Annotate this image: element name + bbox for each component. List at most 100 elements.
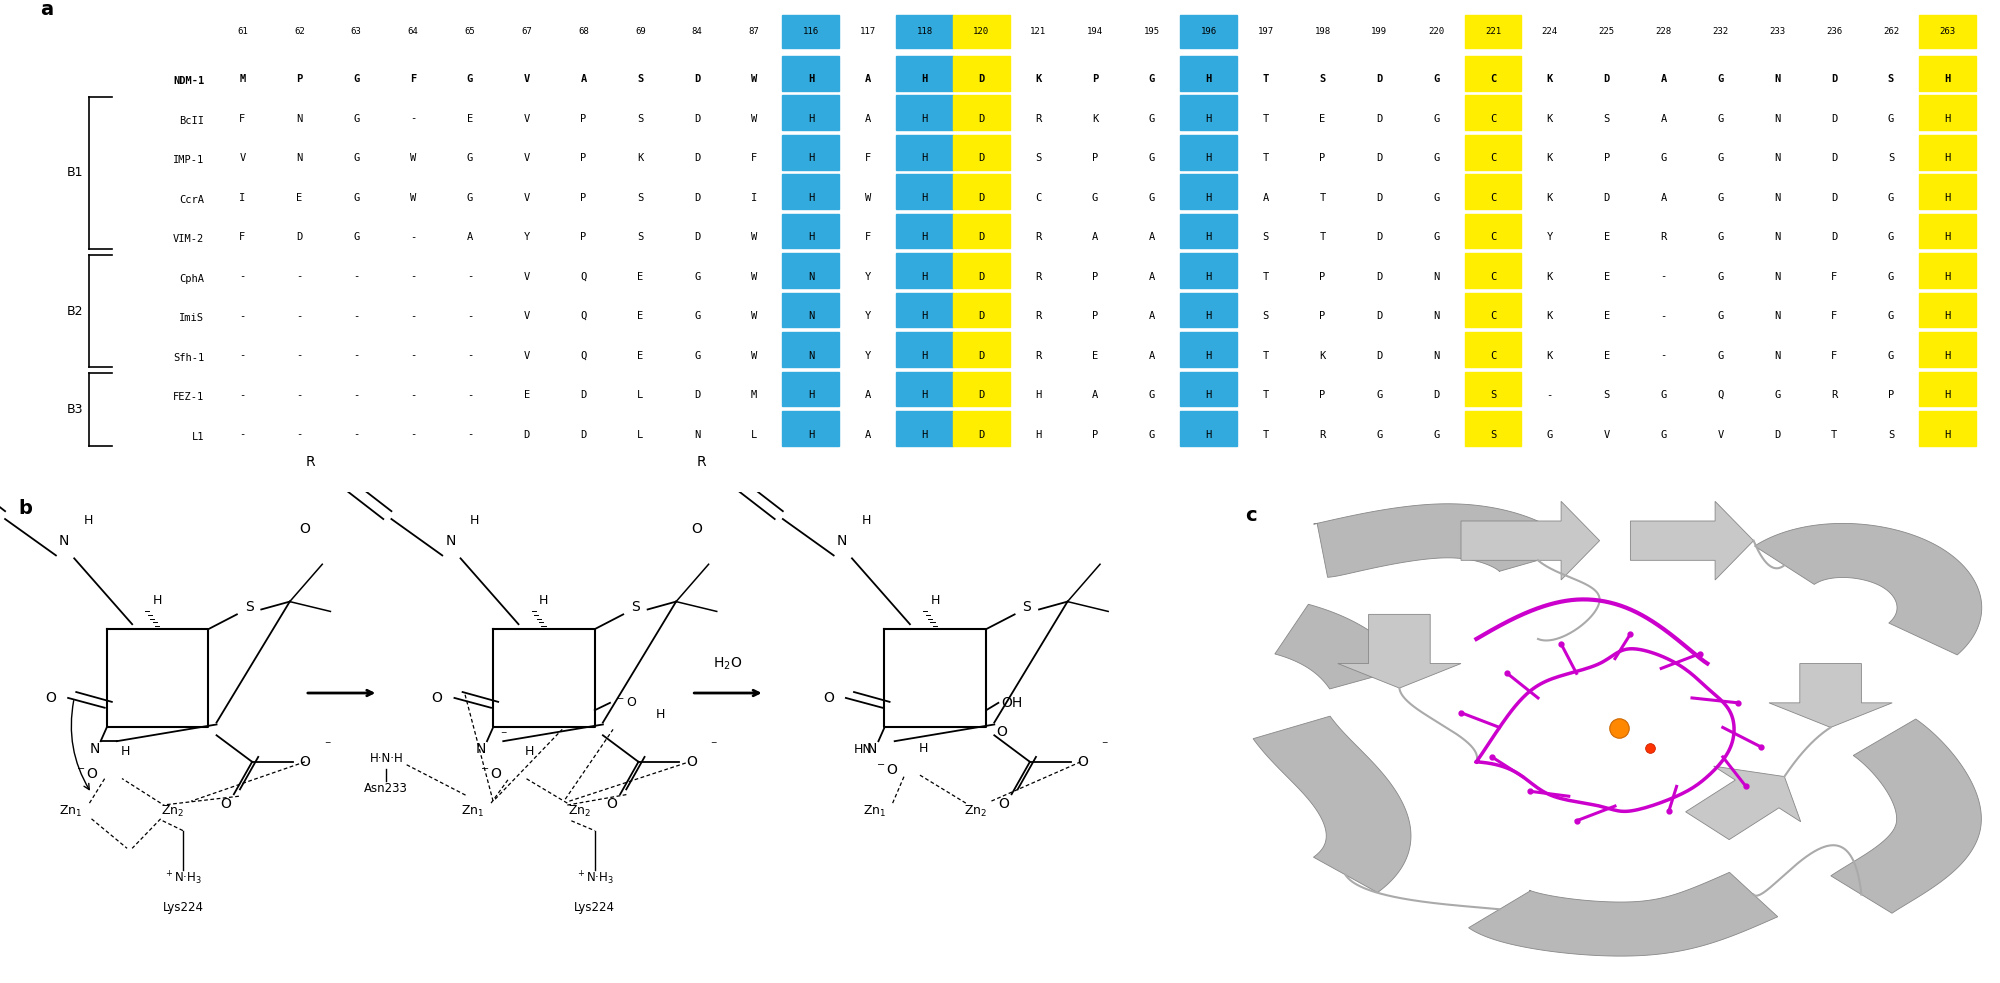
Text: Zn$_1$: Zn$_1$	[60, 803, 82, 819]
Bar	[896, 332, 952, 367]
Text: 232: 232	[1712, 28, 1728, 36]
Bar	[1920, 95, 1976, 130]
Text: W: W	[750, 271, 758, 281]
Bar	[782, 254, 840, 288]
Text: D: D	[694, 232, 700, 242]
Text: F: F	[1830, 351, 1838, 361]
Text: Lys224: Lys224	[574, 900, 616, 914]
Text: A: A	[864, 390, 870, 400]
Text: G: G	[1718, 74, 1724, 85]
Text: D: D	[1376, 271, 1382, 281]
Text: D: D	[978, 114, 984, 124]
Text: D: D	[1604, 74, 1610, 85]
Text: N: N	[1774, 74, 1780, 85]
Text: N: N	[1774, 232, 1780, 242]
Text: B2: B2	[66, 305, 82, 318]
Text: H: H	[808, 114, 814, 124]
Text: N: N	[1774, 153, 1780, 163]
Text: A: A	[580, 74, 586, 85]
Bar	[896, 174, 952, 209]
Bar	[952, 213, 1010, 249]
Text: P: P	[1092, 430, 1098, 439]
Text: VIM-2: VIM-2	[174, 234, 204, 244]
Text: N: N	[694, 430, 700, 439]
Text: H: H	[1206, 74, 1212, 85]
Text: H: H	[656, 708, 666, 722]
Text: G: G	[1774, 390, 1780, 400]
Text: Y: Y	[864, 311, 870, 321]
Text: -: -	[240, 430, 246, 439]
Polygon shape	[1468, 872, 1778, 956]
Text: P: P	[1092, 74, 1098, 85]
Bar	[1180, 15, 1238, 48]
Bar	[1464, 293, 1522, 327]
Text: A: A	[1660, 114, 1666, 124]
Text: H: H	[1206, 232, 1212, 242]
Text: G: G	[466, 153, 472, 163]
Bar	[1920, 15, 1976, 48]
Text: K: K	[1546, 114, 1552, 124]
Text: Y: Y	[524, 232, 530, 242]
Text: S: S	[638, 232, 644, 242]
Text: N: N	[446, 534, 456, 548]
Text: D: D	[1830, 153, 1838, 163]
Text: Q: Q	[580, 311, 586, 321]
Text: G: G	[1434, 153, 1440, 163]
Text: G: G	[1148, 430, 1156, 439]
Text: R: R	[1660, 232, 1666, 242]
Text: H: H	[1944, 311, 1950, 321]
Text: F: F	[750, 153, 758, 163]
Text: H: H	[84, 514, 94, 528]
Text: D: D	[694, 114, 700, 124]
Text: W: W	[864, 193, 870, 202]
Text: Y: Y	[1546, 232, 1552, 242]
Bar	[1920, 254, 1976, 288]
Bar	[952, 174, 1010, 209]
Bar	[782, 372, 840, 407]
Text: F: F	[240, 232, 246, 242]
Text: N: N	[808, 351, 814, 361]
Text: A: A	[1660, 74, 1666, 85]
Text: H: H	[1944, 232, 1950, 242]
Text: D: D	[694, 74, 700, 85]
Polygon shape	[1460, 501, 1600, 580]
Bar	[1464, 213, 1522, 249]
Text: W: W	[750, 351, 758, 361]
Text: -: -	[410, 114, 416, 124]
Text: Zn$_2$: Zn$_2$	[964, 803, 988, 819]
Bar	[896, 56, 952, 90]
Text: -: -	[466, 390, 472, 400]
Text: G: G	[1148, 390, 1156, 400]
Text: A: A	[466, 232, 472, 242]
Text: H: H	[1036, 390, 1042, 400]
Text: N: N	[296, 114, 302, 124]
Text: 64: 64	[408, 28, 418, 36]
Text: 262: 262	[1882, 28, 1898, 36]
Text: G: G	[694, 271, 700, 281]
Text: D: D	[1830, 232, 1838, 242]
Text: -: -	[410, 271, 416, 281]
Text: P: P	[580, 232, 586, 242]
Text: R: R	[696, 455, 706, 469]
Text: -: -	[466, 351, 472, 361]
Text: V: V	[1604, 430, 1610, 439]
Text: 197: 197	[1258, 28, 1274, 36]
Text: 198: 198	[1314, 28, 1330, 36]
Text: G: G	[354, 193, 360, 202]
Text: CphA: CphA	[180, 273, 204, 283]
Text: 116: 116	[802, 28, 818, 36]
Text: E: E	[1604, 351, 1610, 361]
Text: N: N	[1774, 351, 1780, 361]
Text: T: T	[1320, 232, 1326, 242]
Text: -: -	[296, 311, 302, 321]
Bar	[896, 254, 952, 288]
Bar	[952, 56, 1010, 90]
Bar	[896, 95, 952, 130]
Text: O: O	[1078, 755, 1088, 769]
Text: 228: 228	[1656, 28, 1672, 36]
Bar	[952, 95, 1010, 130]
Text: O: O	[824, 691, 834, 705]
Text: E: E	[638, 311, 644, 321]
Bar	[782, 293, 840, 327]
Text: K: K	[1546, 193, 1552, 202]
